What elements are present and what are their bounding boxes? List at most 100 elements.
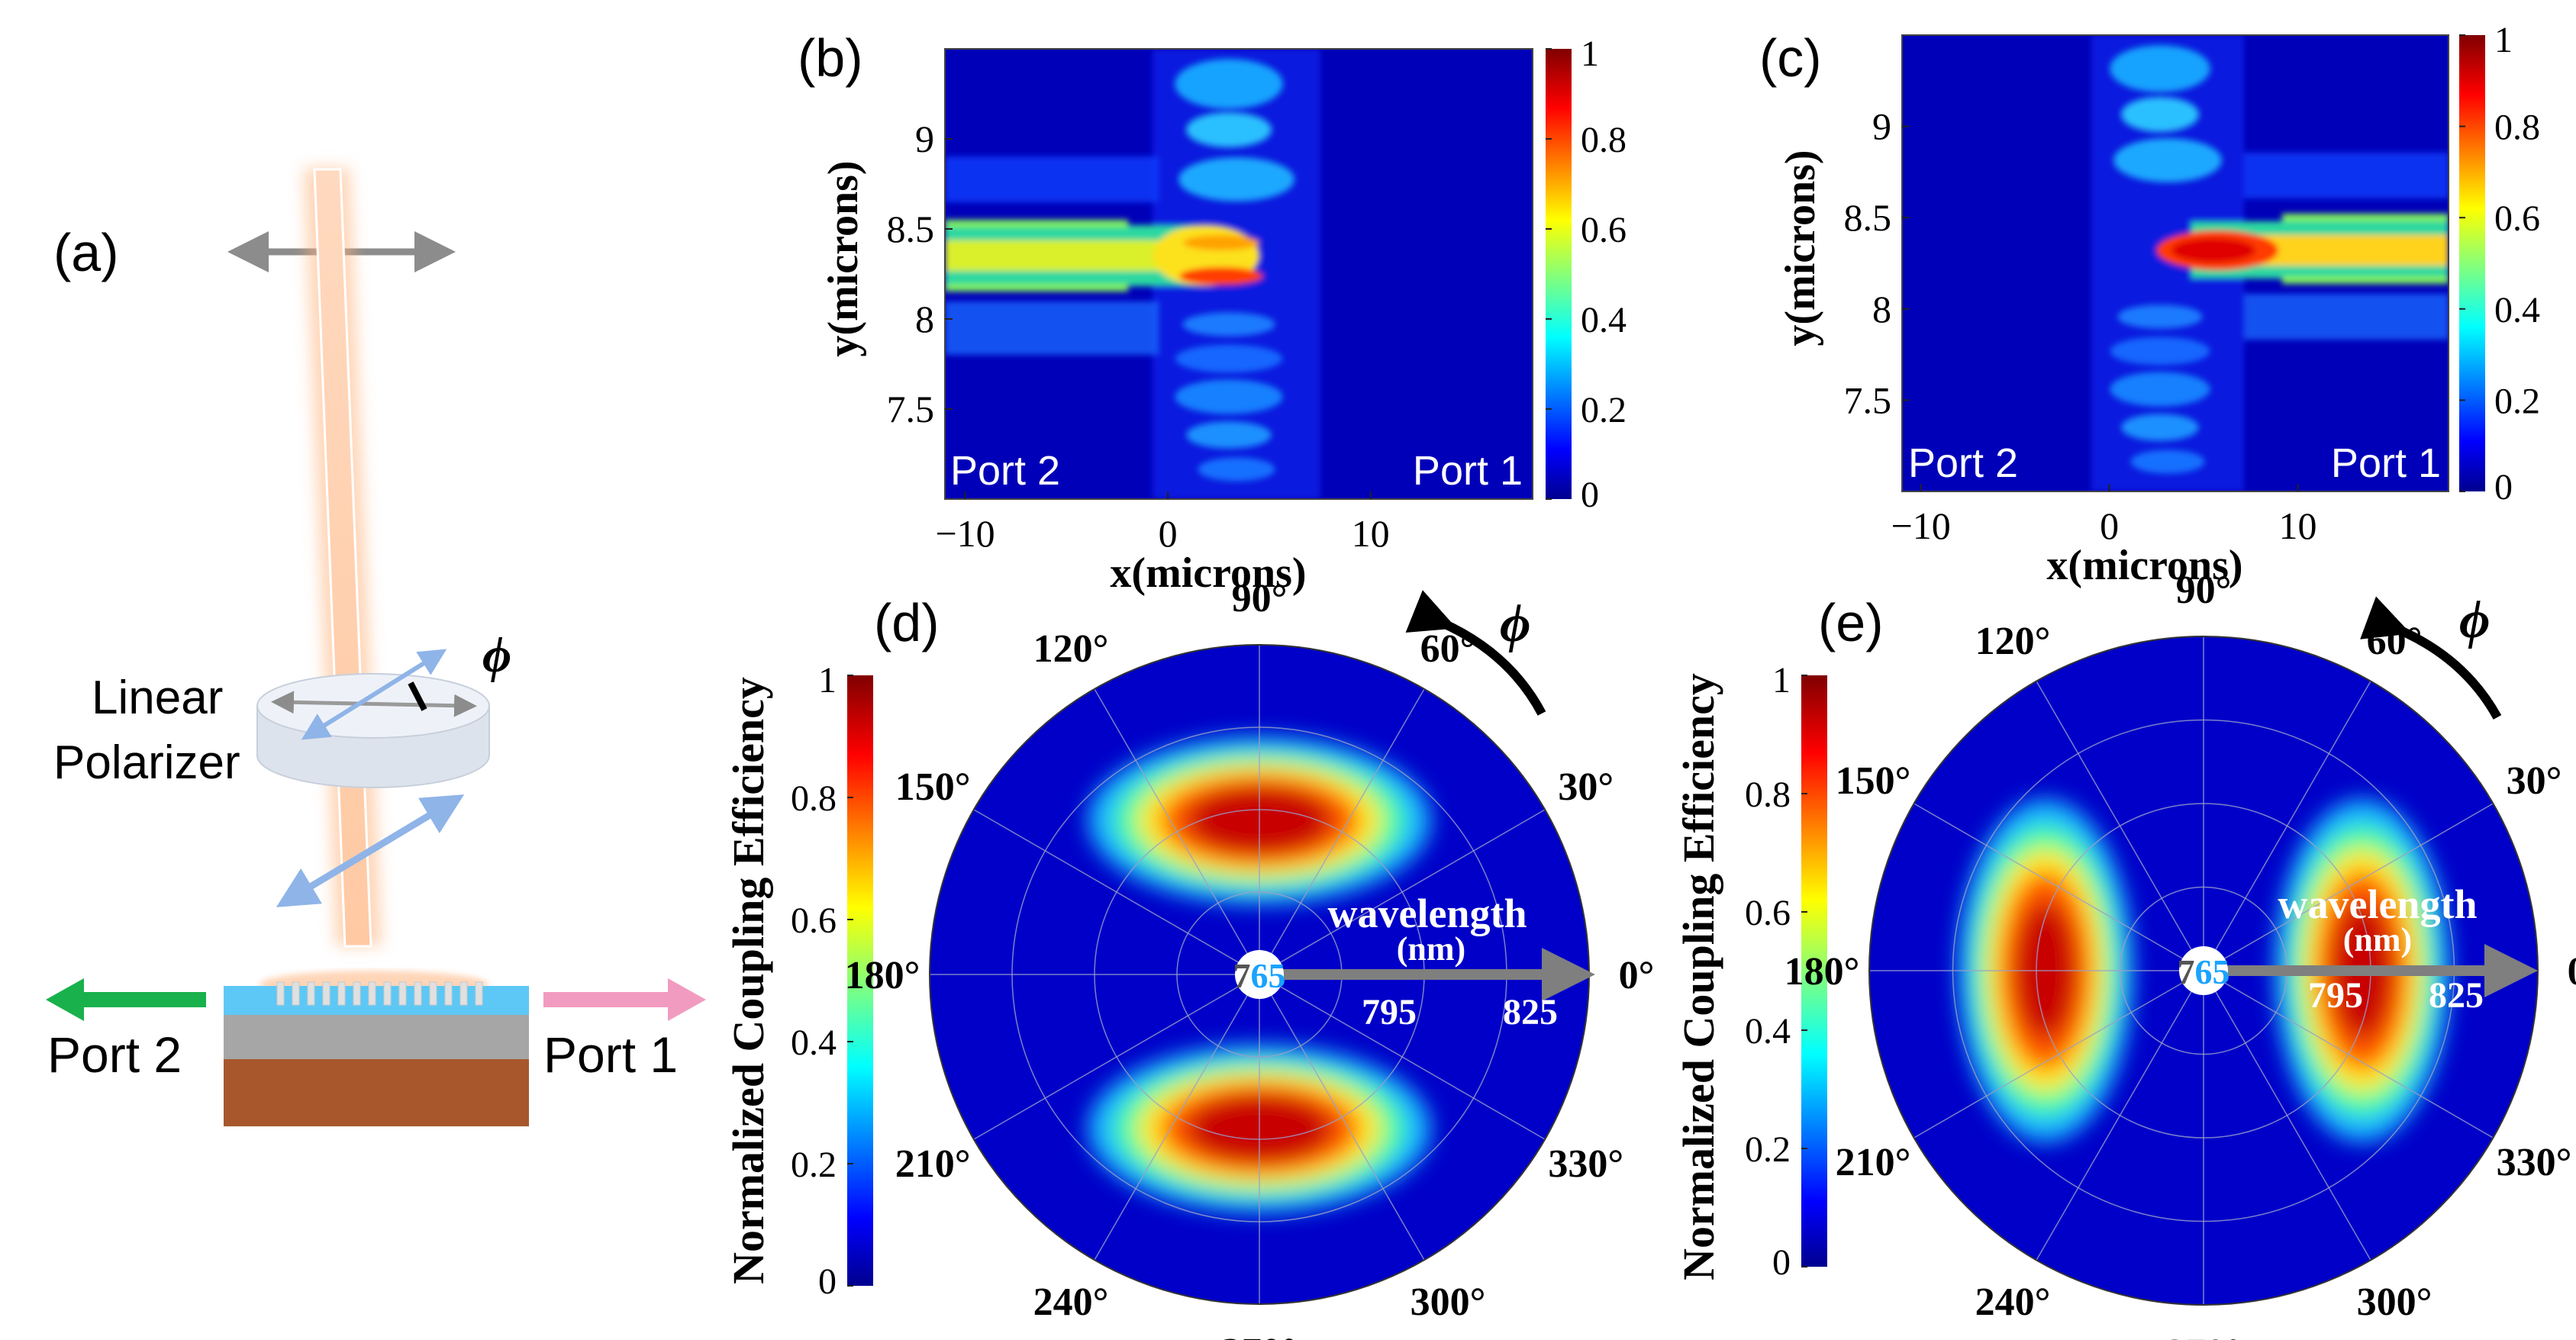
colorbar-tick-label: 0.6 — [2494, 198, 2540, 239]
panel-b: (b) — [798, 28, 1627, 597]
panel-e: (e) 0 0.2 0.4 0.6 0.8 1 Normalized Coupling E… — [1674, 569, 2576, 1340]
angle-label: 180° — [845, 954, 920, 997]
angle-label: 90° — [2176, 569, 2232, 612]
colorbar-d: 0 0.2 0.4 0.6 0.8 1 — [791, 660, 873, 1302]
colorbar-b: 0 0.2 0.4 0.6 0.8 1 — [1546, 34, 1627, 515]
x-tick-label: 0 — [2100, 504, 2119, 547]
phi-symbol-e: ϕ — [2459, 591, 2491, 649]
y-tick-label: 7.5 — [1844, 378, 1892, 421]
port1-label-a: Port 1 — [543, 1026, 678, 1083]
colorbar-tick-label: 1 — [2494, 20, 2513, 60]
ring-label-825-d: 825 — [1503, 992, 1558, 1032]
polar-spoke — [1259, 688, 1425, 975]
angle-label: 330° — [1548, 1142, 1623, 1186]
angle-label: 150° — [1836, 759, 1911, 803]
rotation-arrow-e — [2360, 596, 2502, 720]
angle-label: 120° — [1033, 627, 1109, 671]
colorbar-tick-label: 0.6 — [791, 900, 837, 941]
angle-labels-d: 0°30°60°90°120°150°180°210°240°270°300°3… — [845, 577, 1655, 1340]
x-tick-label: −10 — [1891, 504, 1951, 547]
angle-label: 30° — [2507, 759, 2562, 803]
x-tick-label: −10 — [935, 512, 995, 555]
x-tick-label: 10 — [1352, 512, 1390, 555]
colorbar-c: 0 0.2 0.4 0.6 0.8 1 — [2459, 20, 2540, 507]
colorbar-tick-label: 0 — [1772, 1242, 1791, 1283]
x-axis-label: x(microns) — [2046, 542, 2242, 589]
colorbar-tick-label: 0.6 — [1581, 210, 1627, 250]
center-value-e: 765 — [2178, 952, 2230, 991]
axes-b: −10 0 10 7.5 8 8.5 9 x(microns) y(microns) — [820, 118, 1390, 597]
colorbar-tick-label: 1 — [1581, 34, 1599, 74]
output-polarization-arrow — [276, 794, 465, 907]
polar-spoke — [2203, 681, 2371, 971]
port2-label-a: Port 2 — [47, 1026, 182, 1083]
port1-arrow — [543, 978, 706, 1021]
rotation-arrow-d — [1405, 590, 1546, 716]
wavelength-label-e: wavelength — [2278, 881, 2478, 927]
y-tick-label: 8.5 — [1844, 196, 1892, 239]
polar-spoke — [1913, 803, 2204, 971]
y-tick-label: 8.5 — [887, 208, 935, 250]
polar-spoke — [973, 974, 1260, 1140]
light-beam — [304, 168, 382, 948]
panel-a: (a) ϕ Linear Polarizer — [46, 168, 706, 1126]
colorbar-tick-label: 0.4 — [1581, 300, 1627, 340]
colorbar-tick-label: 0 — [2494, 467, 2513, 507]
x-tick-label: 10 — [2278, 504, 2316, 547]
colorbar-tick-label: 0 — [1581, 475, 1599, 515]
y-tick-label: 9 — [915, 118, 934, 160]
colorbar-tick-label: 1 — [1772, 660, 1791, 701]
polar-spoke — [973, 809, 1260, 975]
angle-label: 270° — [2166, 1332, 2242, 1340]
colorbar-tick-label: 0.2 — [791, 1145, 837, 1185]
polar-spoke — [1259, 809, 1546, 975]
colorbar-tick-label: 0.8 — [1581, 120, 1627, 160]
angle-label: 330° — [2497, 1141, 2572, 1184]
polar-spoke — [1259, 974, 1546, 1140]
colorbar-tick-label: 0.8 — [2494, 108, 2540, 148]
colorbar-tick-label: 0.2 — [2494, 381, 2540, 421]
heatmap-b — [944, 48, 1533, 500]
polar-spoke — [1094, 688, 1260, 975]
y-tick-label: 8 — [1872, 288, 1891, 330]
panel-d-label: (d) — [874, 593, 940, 652]
panel-b-label: (b) — [798, 28, 863, 88]
angle-label: 120° — [1975, 620, 2051, 663]
port2-arrow — [46, 978, 206, 1021]
colorbar-tick-label: 0.8 — [1745, 775, 1791, 815]
angle-labels-e: 0°30°60°90°120°150°180°210°240°270°300°3… — [1785, 569, 2576, 1340]
ring-label-795-e: 795 — [2308, 975, 2363, 1016]
colorbar-tick-label: 1 — [818, 660, 837, 701]
colorbar-tick-label: 0.4 — [2494, 290, 2540, 330]
panel-c: (c) — [1759, 20, 2540, 589]
angle-label: 30° — [1558, 765, 1614, 809]
wavelength-label-d: wavelength — [1328, 891, 1527, 936]
colorbar-tick-label: 0.4 — [1745, 1011, 1791, 1052]
ring-label-795-d: 795 — [1362, 992, 1417, 1032]
axes-c: −10 0 10 7.5 8 8.5 9 x(microns) y(microns) — [1777, 105, 2316, 589]
panel-d: (d) 0 0.2 0.4 0.6 0.8 1 Normalized Coupling E… — [724, 577, 1654, 1340]
colorbar-e-label: Normalized Coupling Efficiency — [1674, 673, 1723, 1280]
port2-label-b: Port 2 — [950, 448, 1060, 494]
angle-label: 210° — [1836, 1141, 1911, 1184]
x-tick-label: 0 — [1159, 512, 1178, 555]
angle-label: 240° — [1975, 1280, 2051, 1324]
polar-spoke — [2036, 681, 2204, 971]
angle-label: 180° — [1785, 950, 1860, 994]
grating-coupler-chip — [224, 971, 529, 1126]
y-tick-label: 8 — [915, 298, 934, 340]
colorbar-tick-label: 0 — [818, 1261, 837, 1302]
colorbar-tick-label: 0.4 — [791, 1023, 837, 1063]
colorbar-d-label: Normalized Coupling Efficiency — [724, 677, 773, 1284]
polarizer-label-line2: Polarizer — [53, 736, 240, 789]
polar-spoke — [1259, 974, 1425, 1261]
y-tick-label: 9 — [1872, 105, 1891, 148]
polar-spoke — [2036, 970, 2204, 1261]
wavelength-unit-e: (nm) — [2343, 921, 2412, 958]
angle-label: 0° — [2568, 950, 2576, 994]
linear-polarizer — [256, 649, 490, 788]
polar-spoke — [1913, 970, 2204, 1139]
polar-spoke — [2203, 803, 2494, 971]
y-tick-label: 7.5 — [887, 388, 935, 430]
